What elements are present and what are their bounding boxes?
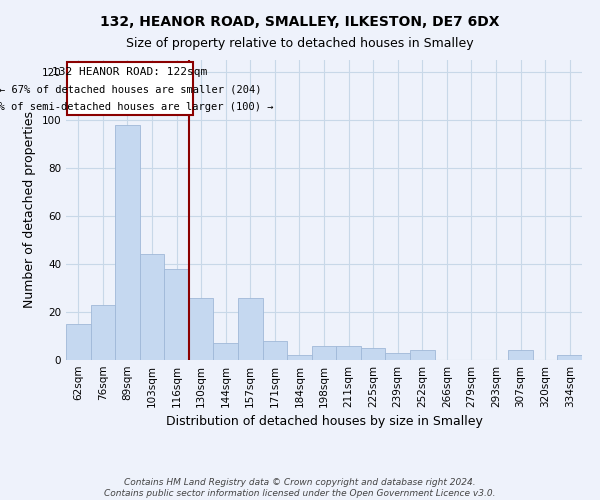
Bar bbox=[287, 355, 312, 360]
Bar bbox=[238, 298, 263, 360]
Bar bbox=[189, 298, 214, 360]
Bar bbox=[91, 305, 115, 360]
Text: 132, HEANOR ROAD, SMALLEY, ILKESTON, DE7 6DX: 132, HEANOR ROAD, SMALLEY, ILKESTON, DE7… bbox=[100, 15, 500, 29]
Text: Contains HM Land Registry data © Crown copyright and database right 2024.
Contai: Contains HM Land Registry data © Crown c… bbox=[104, 478, 496, 498]
Text: ← 67% of detached houses are smaller (204): ← 67% of detached houses are smaller (20… bbox=[0, 84, 261, 94]
Bar bbox=[557, 355, 582, 360]
FancyBboxPatch shape bbox=[67, 62, 193, 115]
Bar bbox=[66, 324, 91, 360]
Bar bbox=[385, 353, 410, 360]
Bar bbox=[312, 346, 336, 360]
Text: Size of property relative to detached houses in Smalley: Size of property relative to detached ho… bbox=[126, 38, 474, 51]
Bar bbox=[164, 269, 189, 360]
Bar bbox=[508, 350, 533, 360]
Bar bbox=[336, 346, 361, 360]
Bar bbox=[115, 125, 140, 360]
Bar bbox=[214, 343, 238, 360]
Y-axis label: Number of detached properties: Number of detached properties bbox=[23, 112, 36, 308]
Bar bbox=[410, 350, 434, 360]
Bar bbox=[140, 254, 164, 360]
Text: 132 HEANOR ROAD: 122sqm: 132 HEANOR ROAD: 122sqm bbox=[52, 67, 208, 77]
Text: 33% of semi-detached houses are larger (100) →: 33% of semi-detached houses are larger (… bbox=[0, 102, 274, 112]
X-axis label: Distribution of detached houses by size in Smalley: Distribution of detached houses by size … bbox=[166, 416, 482, 428]
Bar bbox=[361, 348, 385, 360]
Bar bbox=[263, 341, 287, 360]
